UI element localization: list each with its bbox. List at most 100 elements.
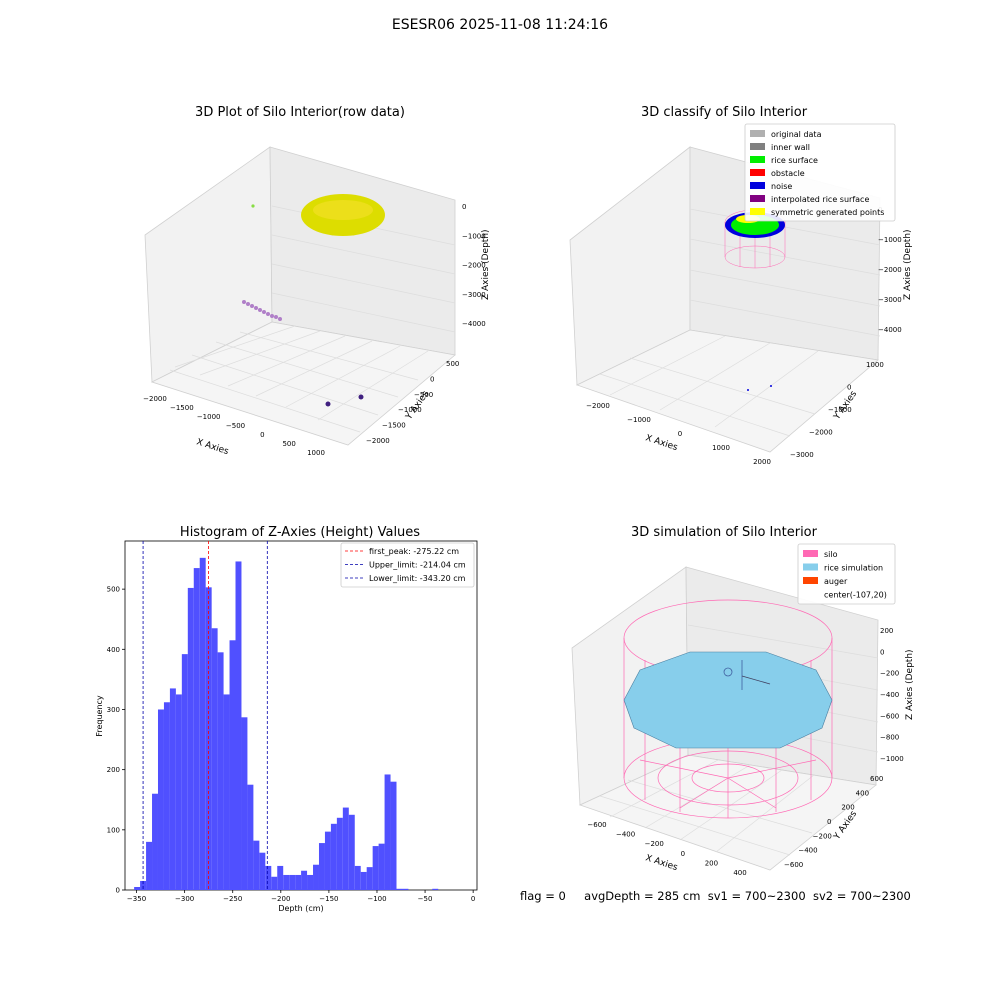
plot4-y-tick-label: −600 [784,861,803,869]
histogram-bar [307,874,314,890]
plot4-legend-swatch [803,577,818,584]
plot2-legend-label: interpolated rice surface [771,195,869,204]
histogram-bar [372,846,379,890]
plot1-wall-points [242,300,282,321]
plot2-x-tick-label: 0 [678,430,682,438]
histogram-legend-label: Upper_limit: -214.04 cm [369,561,466,570]
histogram-bar [157,709,164,890]
plot2-z-tick-label: −4000 [878,326,902,334]
plot4-legend-label: rice simulation [824,564,883,573]
histogram-bar [169,688,176,890]
plot1-pane-back [269,146,456,356]
plot2-x-tick-label: 2000 [753,458,771,466]
plot4-x-tick-label: 200 [705,859,718,867]
histogram-bar [229,640,236,890]
histogram-bar [241,717,248,890]
plot1-y-tick-label: −2000 [366,437,390,445]
plot4-legend-label: center(-107,20) [824,591,887,600]
plot1-pane-floor [150,321,456,446]
histogram-bar [223,694,230,890]
plot2-legend-swatch [750,130,765,137]
plot2-legend-label: symmetric generated points [771,208,884,217]
plot2-z-tick-label: −3000 [878,296,902,304]
flag-value: flag = 0 [520,889,566,903]
plot4-x-tick-label: 400 [733,869,746,877]
plot1-x-tick-label: −500 [226,422,245,430]
plot1-z-tick-label: −1000 [462,232,486,240]
plot1-x-tick-label: 0 [260,431,264,439]
plot2-z-label: Z Axies (Depth) [903,229,913,300]
histogram-x-tick-label: 0 [471,895,475,903]
plot4-x-label: X Axies [644,853,679,873]
plot1-x-tick-label: −1000 [197,413,221,421]
plot2-y-tick-label: 0 [847,384,851,392]
plot4-x-tick-label: −200 [645,840,664,848]
plot2-title: 3D classify of Silo Interior [641,105,808,120]
plot2-y-tick-label: −3000 [790,451,814,459]
histogram-y-tick-label: 300 [107,706,120,714]
plot4-z-tick-label: 0 [880,648,884,656]
plot2-x-tick-label: −1000 [627,416,651,424]
plot4-y-tick-label: 600 [870,775,883,783]
plot1-x-label: X Axies [195,437,230,457]
histogram-bar [187,587,194,890]
plot2-y-tick-label: −2000 [809,429,833,437]
plot2-legend: original data inner wall rice surface obsta… [744,123,896,222]
histogram-bar [217,652,224,890]
plot2-legend-swatch [750,169,765,176]
histogram-bar [432,888,439,890]
plot4-3d-axes: X Axies Y Axies Z Axies (Depth) −600−400… [571,543,915,877]
histogram-x-tick-label: −350 [127,895,146,903]
plot2-legend-swatch [750,156,765,163]
plot4-auger-arm [741,675,771,685]
plot2-legend-swatch [750,208,765,215]
plot2-noise-point [747,389,749,391]
histogram-bar [134,886,141,890]
histogram-bar [295,874,302,890]
plot1-y-tick-label: −500 [414,391,433,399]
histogram-bar [271,876,278,890]
histogram-bar [253,840,260,890]
plot4-legend-swatch [803,563,818,571]
plot4-y-tick-label: 400 [856,789,869,797]
plot4-z-label: Z Axies (Depth) [905,649,915,720]
histogram-y-tick-label: 100 [107,826,120,834]
plot2-x-tick-label: −2000 [586,402,610,410]
plot4-z-tick-label: −200 [880,670,899,678]
histogram-y-tick-label: 400 [107,646,120,654]
plot4-legend: silo rice simulation auger center(-107,20) [797,543,896,605]
plot4-y-tick-label: −400 [798,847,817,855]
plot2-legend-label: rice surface [771,156,818,165]
plot2-legend-label: inner wall [771,143,810,152]
status-line: flag = 0 avgDepth = 285 cm sv1 = 700~230… [520,889,911,903]
plot4-z-tick-label: −400 [880,691,899,699]
plot2-z-tick-label: −2000 [878,266,902,274]
plot1-y-tick-label: −1000 [398,406,422,414]
plot3-legend: first_peak: -275.22 cm Upper_limit: -214.… [340,542,475,588]
histogram-y-tick-label: 0 [116,887,120,895]
plot4-title: 3D simulation of Silo Interior [631,525,818,540]
histogram-bar [152,793,158,890]
histogram-x-tick-label: −200 [271,895,290,903]
plot2-noise-point [770,385,772,387]
histogram-bar [301,870,308,890]
plot4-x-tick-label: −400 [616,831,635,839]
histogram-bar [283,874,290,890]
plot2-x-label: X Axies [644,433,679,453]
plot1-x-tick-label: 1000 [307,449,325,457]
plot4-x-tick-label: −600 [587,821,606,829]
histogram-x-tick-label: −300 [175,895,194,903]
plot3-title: Histogram of Z-Axies (Height) Values [180,525,420,540]
histogram-y-tick-label: 200 [107,766,120,774]
histogram-bar [277,865,284,890]
plot1-y-tick-label: 0 [430,375,434,383]
histogram-bar [247,784,254,890]
histogram-bar [378,843,385,890]
histogram-bar [324,831,331,890]
plot4-z-tick-label: −600 [880,712,899,720]
histogram-bar [402,888,409,890]
plot1-surface-highlight [313,200,373,220]
plot1-x-tick-label: −2000 [143,395,167,403]
plot4-z-tick-label: 200 [880,627,893,635]
histogram-bar [235,561,242,890]
